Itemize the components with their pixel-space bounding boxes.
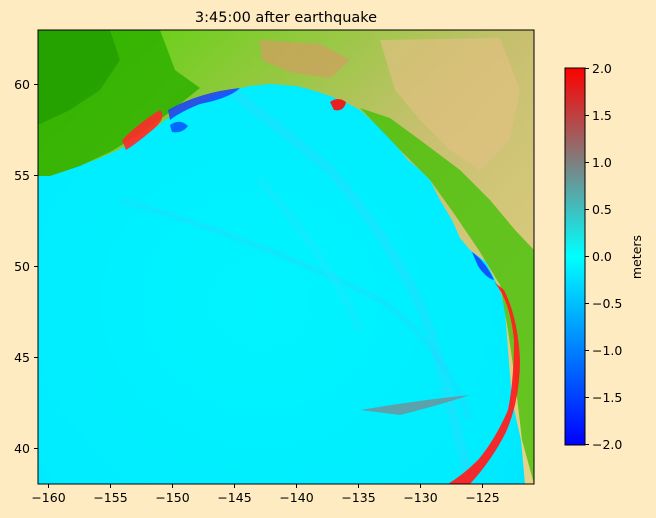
y-tick-label: 60 [14, 77, 30, 92]
map-area [38, 30, 534, 484]
colorbar-tick-label: −1.0 [592, 343, 622, 358]
colorbar-tick-label: 1.5 [592, 108, 612, 123]
colorbar-tick-label: −0.5 [592, 296, 622, 311]
colorbar-tick-label: 2.0 [592, 61, 612, 76]
x-tick-label: −160 [31, 490, 65, 505]
wave-drawdown-washington [472, 252, 494, 280]
y-tick-label: 45 [14, 350, 30, 365]
colorbar-tick-label: 1.0 [592, 155, 612, 170]
colorbar-tick-label: 0.5 [592, 202, 612, 217]
x-tick-label: −125 [465, 490, 499, 505]
colorbar-tick-label: 0.0 [592, 249, 612, 264]
southeast-coast-forest [360, 108, 534, 484]
wave-pacific-northwest [448, 282, 520, 484]
wave-front-inner [119, 197, 473, 422]
colorbar-gradient [564, 67, 586, 446]
map-title: 3:45:00 after earthquake [195, 10, 377, 26]
wave-drawdown-gulf [168, 88, 240, 120]
wave-prince-william [330, 99, 346, 111]
x-tick-label: −150 [155, 490, 189, 505]
wave-offshore-band [360, 395, 470, 415]
y-axis: 60 55 50 45 40 [14, 77, 38, 456]
wave-alaska-peninsula [122, 110, 163, 150]
colorbar-tick-label: −1.5 [592, 390, 622, 405]
colorbar: 2.0 1.5 1.0 0.5 0.0 −0.5 −1.0 −1.5 −2.0 … [564, 61, 644, 452]
x-tick-label: −145 [217, 490, 251, 505]
y-tick-label: 50 [14, 259, 30, 274]
coastal-forest [38, 30, 120, 125]
x-axis: −160 −155 −150 −145 −140 −135 −130 −125 [31, 484, 500, 505]
x-tick-label: −130 [403, 490, 437, 505]
highlands [260, 40, 350, 78]
wave-ripple [256, 177, 364, 332]
y-tick-label: 55 [14, 168, 30, 183]
interior-plateau [380, 38, 520, 170]
plot-frame [37, 29, 535, 485]
x-tick-label: −155 [93, 490, 127, 505]
y-tick-label: 40 [14, 441, 30, 456]
wave-drawdown-kodiak [170, 121, 188, 133]
colorbar-tick-label: −2.0 [592, 437, 622, 452]
colorbar-label: meters [629, 235, 644, 279]
x-tick-label: −135 [341, 490, 375, 505]
wave-front-outer [157, 35, 475, 484]
x-tick-label: −140 [279, 490, 313, 505]
